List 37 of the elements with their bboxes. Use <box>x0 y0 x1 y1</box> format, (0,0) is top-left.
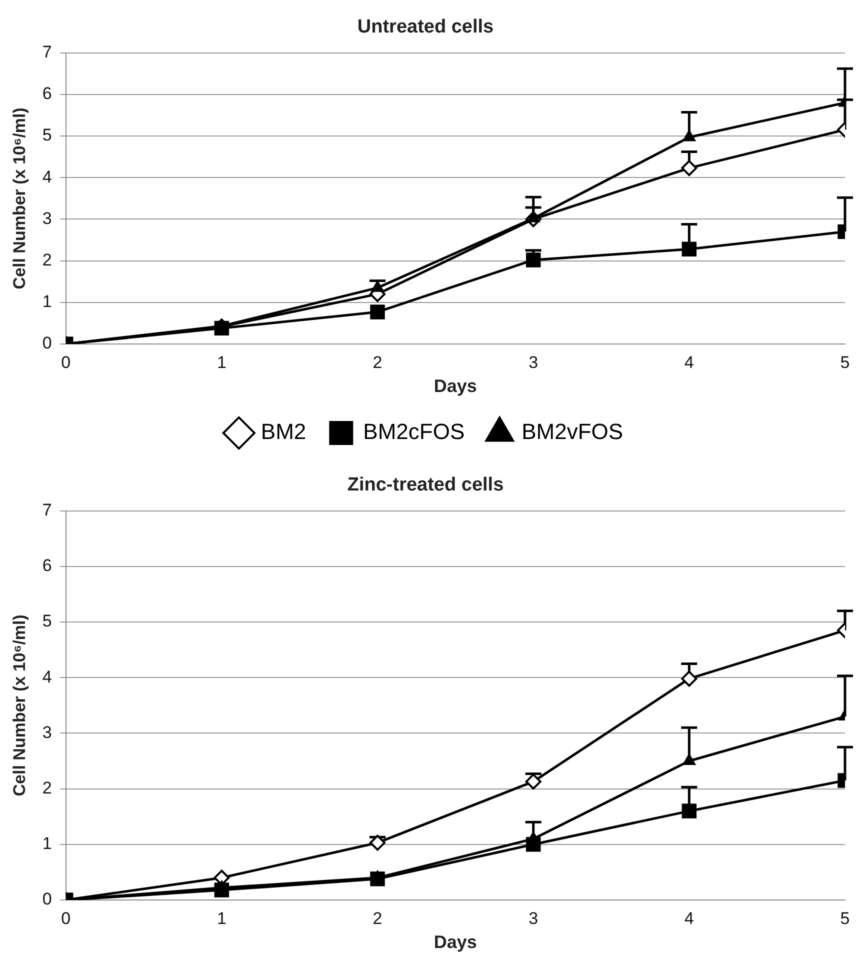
y-tick-label: 6 <box>42 556 52 576</box>
y-tick-label: 1 <box>42 834 52 854</box>
y-tick-label: 6 <box>42 84 52 104</box>
y-tick-label: 1 <box>42 292 52 312</box>
y-tick-label: 3 <box>42 722 52 742</box>
x-axis-title: Days <box>434 376 477 396</box>
y-axis-title: Cell Number (x 10⁶/ml) <box>10 108 29 290</box>
y-tick-label: 4 <box>42 167 52 186</box>
y-tick-label: 0 <box>42 890 52 909</box>
y-tick-label: 2 <box>42 778 52 798</box>
legend-label: BM2vFOS <box>522 419 624 444</box>
y-tick-label: 5 <box>42 612 52 631</box>
x-tick-label: 0 <box>61 352 71 372</box>
x-tick-label: 1 <box>216 352 226 372</box>
legend-label: BM2 <box>260 419 306 444</box>
y-tick-label: 7 <box>42 500 52 520</box>
x-tick-label: 1 <box>216 908 226 928</box>
y-tick-label: 0 <box>42 334 52 353</box>
legend-label: BM2cFOS <box>363 419 465 444</box>
x-tick-label: 3 <box>528 908 538 928</box>
x-tick-label: 2 <box>372 908 382 928</box>
x-axis-title: Days <box>434 932 477 952</box>
y-tick-label: 5 <box>42 126 52 145</box>
x-tick-label: 3 <box>528 352 538 372</box>
x-tick-label: 2 <box>372 352 382 372</box>
x-tick-label: 4 <box>684 908 694 928</box>
x-tick-label: 4 <box>684 352 694 372</box>
x-tick-label: 0 <box>61 908 71 928</box>
y-tick-label: 2 <box>42 250 52 270</box>
y-tick-label: 7 <box>42 42 52 62</box>
chart-title: Zinc-treated cells <box>347 474 504 496</box>
y-tick-label: 3 <box>42 208 52 228</box>
chart-title: Untreated cells <box>357 16 494 38</box>
y-tick-label: 4 <box>42 667 52 686</box>
x-tick-label: 5 <box>840 908 850 928</box>
y-axis-title: Cell Number (x 10⁶/ml) <box>10 614 29 796</box>
x-tick-label: 5 <box>840 352 850 372</box>
